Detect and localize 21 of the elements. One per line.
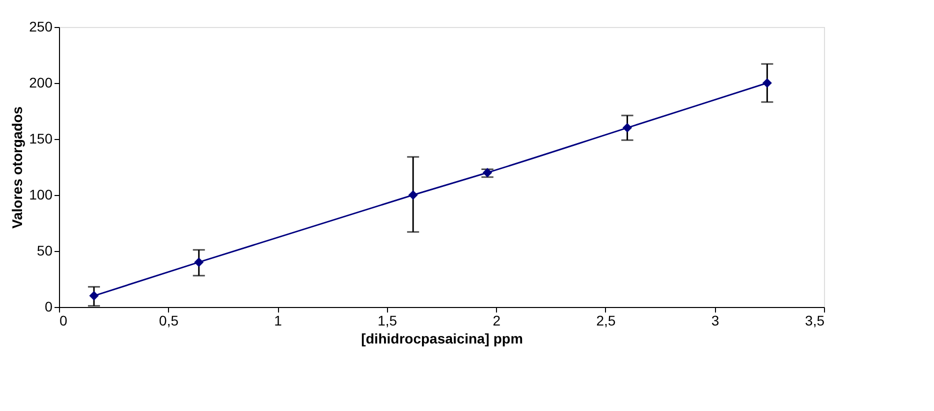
point	[762, 78, 772, 88]
x-tick-label: 0	[60, 312, 68, 328]
point	[408, 190, 418, 200]
y-tick-label: 0	[44, 298, 53, 314]
y-tick-label: 250	[29, 18, 53, 34]
x-tick-label: 0,5	[159, 312, 179, 328]
x-tick-label: 2,5	[596, 312, 616, 328]
x-tick-label: 3,5	[805, 312, 825, 328]
point	[622, 123, 632, 133]
point	[89, 291, 99, 301]
point	[194, 257, 204, 267]
x-tick-label: 1,5	[378, 312, 398, 328]
x-axis-title: [dihidrocpasaicina] ppm	[361, 330, 523, 346]
x-tick-label: 2	[492, 312, 501, 328]
x-tick-label: 3	[711, 312, 720, 328]
y-tick-label: 200	[29, 74, 53, 90]
y-axis-title: Valores otorgados	[9, 106, 26, 229]
y-tick-label: 150	[29, 130, 53, 146]
y-tick-label: 50	[36, 242, 53, 258]
y-tick-label: 100	[29, 186, 53, 202]
x-tick-label: 1	[274, 312, 282, 328]
